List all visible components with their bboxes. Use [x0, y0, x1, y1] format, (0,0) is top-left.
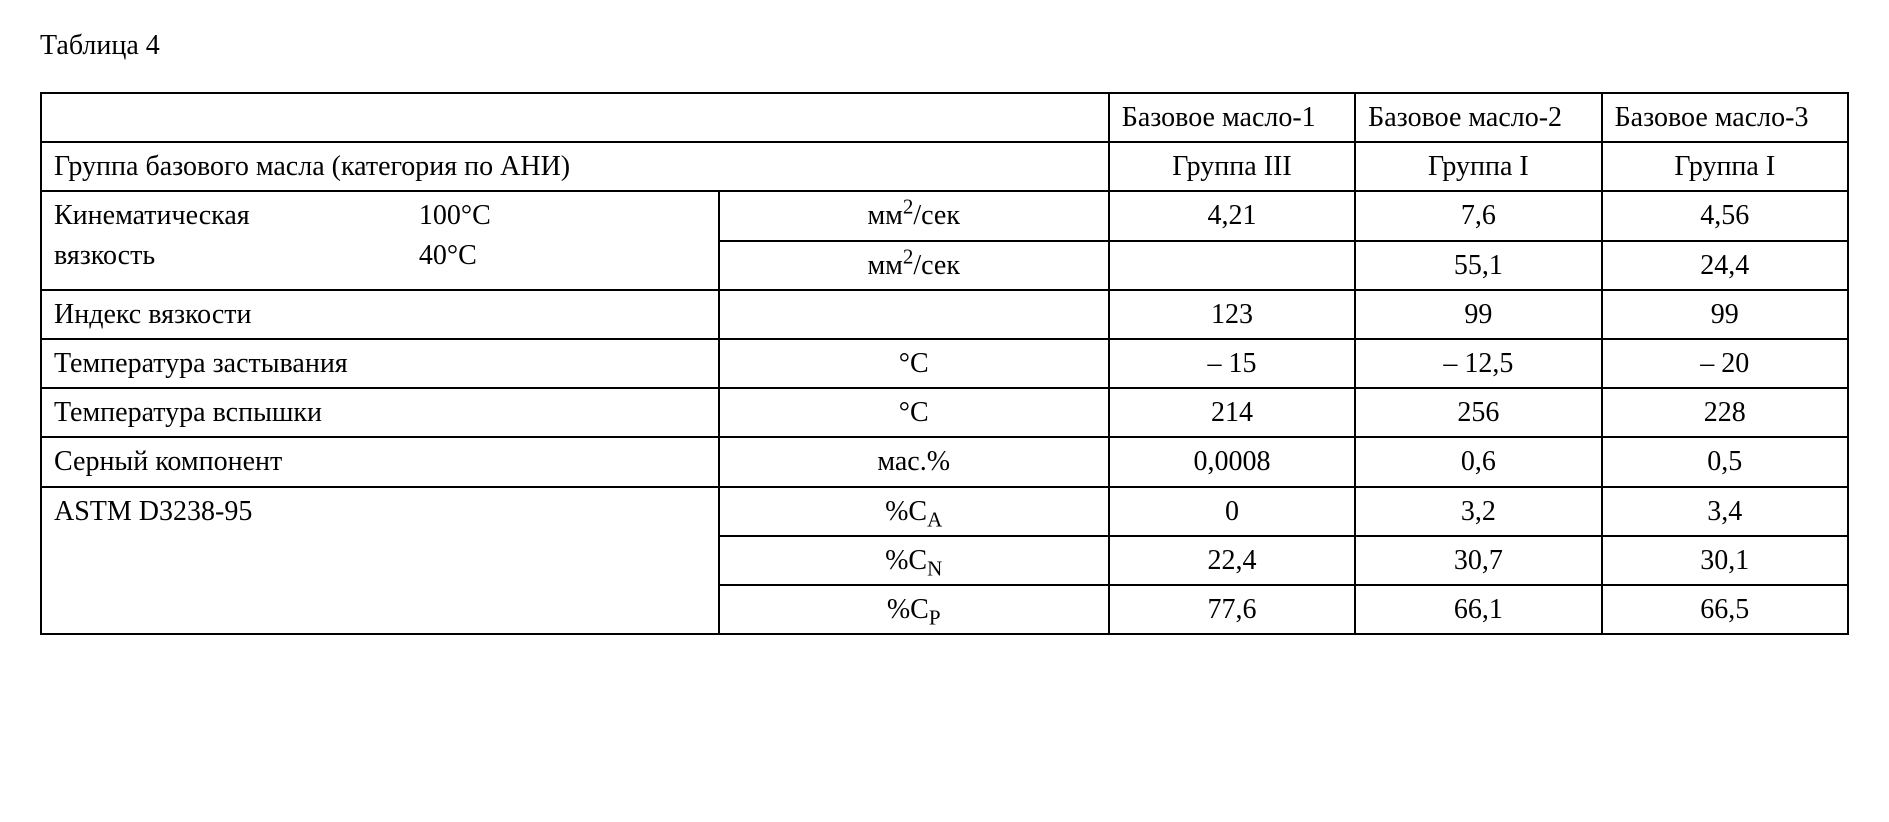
cell-vi-v2: 99 — [1355, 290, 1601, 339]
cell-pour-v3: – 20 — [1602, 339, 1848, 388]
row-vi: Индекс вязкости 123 99 99 — [41, 290, 1848, 339]
cell-pour-v1: – 15 — [1109, 339, 1355, 388]
cn-prefix: %C — [885, 545, 927, 576]
ca-prefix: %C — [885, 496, 927, 527]
cell-ca-unit: %CA — [719, 487, 1109, 536]
cell-cn-v1: 22,4 — [1109, 536, 1355, 585]
cell-cp-v2: 66,1 — [1355, 585, 1601, 634]
kv-temp-100: 100°C — [419, 200, 491, 231]
cell-kv100-v3: 4,56 — [1602, 191, 1848, 240]
ca-sub: A — [927, 507, 942, 531]
cell-cn-v2: 30,7 — [1355, 536, 1601, 585]
kv-label-line1: Кинематическая — [54, 200, 250, 231]
cell-kv40-unit: мм2/сек — [719, 241, 1109, 290]
cell-sulfur-label: Серный компонент — [41, 437, 719, 486]
cell-pour-label: Температура застывания — [41, 339, 719, 388]
cell-sulfur-v1: 0,0008 — [1109, 437, 1355, 486]
cell-vi-label: Индекс вязкости — [41, 290, 719, 339]
row-flash: Температура вспышки °C 214 256 228 — [41, 388, 1848, 437]
table-title: Таблица 4 — [40, 30, 1849, 62]
cell-kv40-v1 — [1109, 241, 1355, 290]
row-ca: ASTM D3238-95 %CA 0 3,2 3,4 — [41, 487, 1848, 536]
cell-pour-v2: – 12,5 — [1355, 339, 1601, 388]
cell-cp-unit: %CP — [719, 585, 1109, 634]
cp-sub: P — [929, 605, 941, 629]
unit-sek: /сек — [913, 200, 960, 231]
cell-flash-v2: 256 — [1355, 388, 1601, 437]
unit-sek-2: /сек — [913, 250, 960, 281]
cell-vi-v1: 123 — [1109, 290, 1355, 339]
cell-ca-v3: 3,4 — [1602, 487, 1848, 536]
cell-ca-v2: 3,2 — [1355, 487, 1601, 536]
cell-cp-v1: 77,6 — [1109, 585, 1355, 634]
cell-group-v2: Группа I — [1355, 142, 1601, 191]
cell-vi-v3: 99 — [1602, 290, 1848, 339]
cell-group-v1: Группа III — [1109, 142, 1355, 191]
unit-sup-2: 2 — [903, 195, 914, 219]
kv-label-line2: вязкость — [54, 240, 155, 271]
kv-temp-40: 40°C — [419, 240, 477, 271]
header-oil3: Базовое масло-3 — [1602, 93, 1848, 142]
cell-kv100-unit: мм2/сек — [719, 191, 1109, 240]
table-header-row: Базовое масло-1 Базовое масло-2 Базовое … — [41, 93, 1848, 142]
cell-flash-v1: 214 — [1109, 388, 1355, 437]
header-oil2: Базовое масло-2 — [1355, 93, 1601, 142]
cell-kv40-v3: 24,4 — [1602, 241, 1848, 290]
cell-sulfur-v3: 0,5 — [1602, 437, 1848, 486]
cell-group-v3: Группа I — [1602, 142, 1848, 191]
cell-kv100-v2: 7,6 — [1355, 191, 1601, 240]
cell-kv40-v2: 55,1 — [1355, 241, 1601, 290]
cell-cp-v3: 66,5 — [1602, 585, 1848, 634]
row-group: Группа базового масла (категория по АНИ)… — [41, 142, 1848, 191]
cn-sub: N — [927, 556, 942, 580]
unit-mm-2: мм — [867, 250, 902, 281]
cell-cn-unit: %CN — [719, 536, 1109, 585]
data-table: Базовое масло-1 Базовое масло-2 Базовое … — [40, 92, 1849, 635]
cell-kv100-v1: 4,21 — [1109, 191, 1355, 240]
row-kv-100: Кинематическая вязкость 100°C 40°C мм2/с… — [41, 191, 1848, 240]
row-sulfur: Серный компонент мас.% 0,0008 0,6 0,5 — [41, 437, 1848, 486]
cell-ca-v1: 0 — [1109, 487, 1355, 536]
cell-sulfur-v2: 0,6 — [1355, 437, 1601, 486]
unit-sup-2b: 2 — [903, 244, 914, 268]
cell-group-label: Группа базового масла (категория по АНИ) — [41, 142, 1109, 191]
header-oil1: Базовое масло-1 — [1109, 93, 1355, 142]
cell-astm-label: ASTM D3238-95 — [41, 487, 719, 635]
row-pour: Температура застывания °C – 15 – 12,5 – … — [41, 339, 1848, 388]
cell-vi-unit — [719, 290, 1109, 339]
cell-kv-label: Кинематическая вязкость 100°C 40°C — [41, 191, 719, 289]
cp-prefix: %C — [887, 594, 929, 625]
cell-flash-v3: 228 — [1602, 388, 1848, 437]
header-blank — [41, 93, 1109, 142]
unit-mm: мм — [867, 200, 902, 231]
cell-pour-unit: °C — [719, 339, 1109, 388]
cell-sulfur-unit: мас.% — [719, 437, 1109, 486]
cell-flash-unit: °C — [719, 388, 1109, 437]
cell-flash-label: Температура вспышки — [41, 388, 719, 437]
cell-cn-v3: 30,1 — [1602, 536, 1848, 585]
